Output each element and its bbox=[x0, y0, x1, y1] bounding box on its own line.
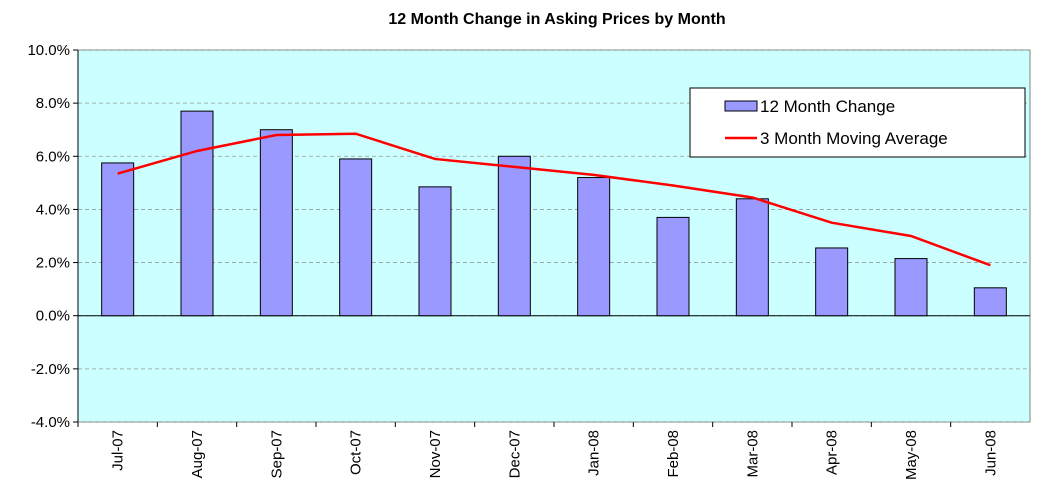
x-tick-label: Dec-07 bbox=[506, 430, 523, 478]
bar bbox=[418, 186, 452, 317]
chart-title: 12 Month Change in Asking Prices by Mont… bbox=[388, 11, 725, 28]
legend-label: 12 Month Change bbox=[760, 97, 895, 116]
legend-box bbox=[689, 87, 1026, 158]
bar bbox=[656, 216, 690, 317]
y-tick-label: 8.0% bbox=[36, 95, 70, 112]
x-tick-label: Jan-08 bbox=[586, 430, 603, 476]
y-tick-label: 2.0% bbox=[36, 255, 70, 272]
bar bbox=[339, 158, 373, 317]
y-tick-label: 10.0% bbox=[27, 42, 70, 59]
bar bbox=[815, 247, 849, 317]
bar bbox=[497, 155, 531, 317]
x-tick-label: Nov-07 bbox=[427, 430, 444, 478]
x-tick-label: Jul-07 bbox=[110, 430, 127, 471]
y-tick-label: -4.0% bbox=[31, 414, 70, 431]
x-tick-label: May-08 bbox=[903, 430, 920, 480]
y-tick-label: -2.0% bbox=[31, 361, 70, 378]
bar bbox=[180, 110, 214, 317]
line bbox=[117, 132, 991, 267]
bar bbox=[735, 198, 769, 317]
x-tick-label: Jun-08 bbox=[982, 430, 999, 476]
x-tick-label: Aug-07 bbox=[189, 430, 206, 478]
x-tick-label: Apr-08 bbox=[824, 430, 841, 475]
x-tick-label: Mar-08 bbox=[744, 430, 761, 478]
y-tick-label: 0.0% bbox=[36, 308, 70, 325]
bar bbox=[577, 177, 611, 317]
x-tick-label: Sep-07 bbox=[268, 430, 285, 478]
bar bbox=[101, 162, 135, 317]
y-tick-label: 4.0% bbox=[36, 201, 70, 218]
bar bbox=[259, 129, 293, 317]
bar bbox=[973, 287, 1007, 317]
legend-swatch bbox=[724, 100, 758, 112]
x-tick-label: Feb-08 bbox=[665, 430, 682, 478]
y-tick-label: 6.0% bbox=[36, 148, 70, 165]
x-tick-label: Oct-07 bbox=[348, 430, 365, 475]
legend-label: 3 Month Moving Average bbox=[760, 129, 948, 148]
bar bbox=[894, 258, 928, 317]
